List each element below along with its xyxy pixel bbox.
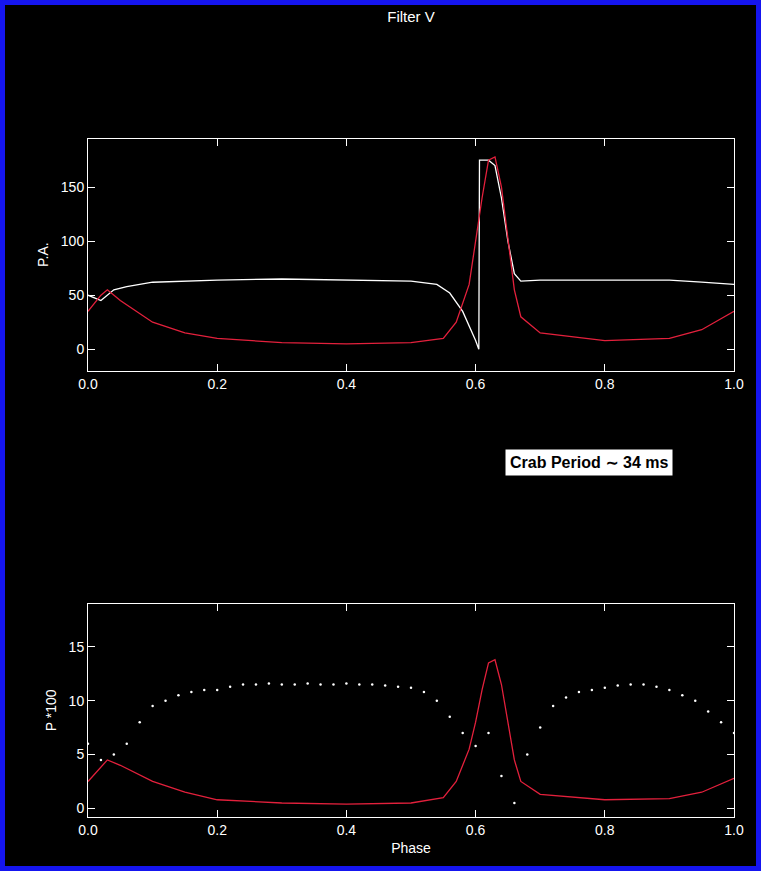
svg-text:P *100: P *100: [43, 689, 59, 731]
svg-text:150: 150: [61, 179, 85, 195]
svg-text:50: 50: [69, 287, 85, 303]
svg-text:0.4: 0.4: [337, 822, 357, 838]
svg-text:0.2: 0.2: [207, 376, 227, 392]
svg-text:1.0: 1.0: [724, 376, 744, 392]
svg-text:0.6: 0.6: [466, 822, 486, 838]
svg-text:Phase: Phase: [391, 840, 431, 856]
svg-text:P.A.: P.A.: [35, 242, 51, 267]
svg-text:0.0: 0.0: [78, 376, 98, 392]
svg-text:0.4: 0.4: [337, 376, 357, 392]
svg-text:0: 0: [76, 800, 84, 816]
svg-text:1.0: 1.0: [724, 822, 744, 838]
svg-text:10: 10: [69, 693, 85, 709]
svg-text:0.6: 0.6: [466, 376, 486, 392]
svg-text:Filter V: Filter V: [387, 8, 435, 25]
svg-text:100: 100: [61, 233, 85, 249]
svg-text:0.8: 0.8: [595, 822, 615, 838]
svg-text:0.8: 0.8: [595, 376, 615, 392]
svg-text:0.2: 0.2: [207, 822, 227, 838]
svg-text:Crab Period ∼ 34 ms: Crab Period ∼ 34 ms: [510, 454, 668, 471]
svg-text:0.0: 0.0: [78, 822, 98, 838]
svg-text:0: 0: [76, 341, 84, 357]
svg-text:5: 5: [76, 746, 84, 762]
svg-text:15: 15: [69, 639, 85, 655]
